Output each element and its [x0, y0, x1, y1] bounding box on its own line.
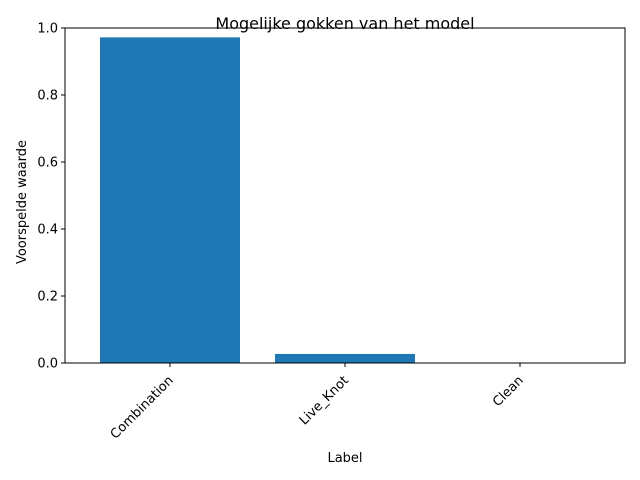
x-axis: Combination Live_Knot Clean [108, 363, 527, 442]
y-tick-label: 0.2 [37, 290, 58, 305]
y-tick-label: 0.0 [37, 357, 58, 372]
x-tick-label: Combination [108, 373, 177, 442]
bar-live-knot [275, 353, 415, 363]
y-tick-label: 0.4 [37, 223, 58, 238]
chart-title: Mogelijke gokken van het model [215, 14, 474, 33]
x-tick-label: Clean [490, 373, 527, 410]
bar-combination [100, 37, 240, 363]
y-axis: 0.0 0.2 0.4 0.6 0.8 1.0 [37, 22, 65, 372]
y-tick-label: 0.8 [37, 89, 58, 104]
y-axis-label: Voorspelde waarde [15, 140, 30, 264]
x-tick-label: Live_Knot [297, 373, 352, 428]
y-tick-label: 0.6 [37, 156, 58, 171]
x-axis-label: Label [327, 451, 362, 466]
bars-group [100, 37, 590, 363]
y-tick-label: 1.0 [37, 22, 58, 37]
plot-area-frame [64, 27, 626, 364]
